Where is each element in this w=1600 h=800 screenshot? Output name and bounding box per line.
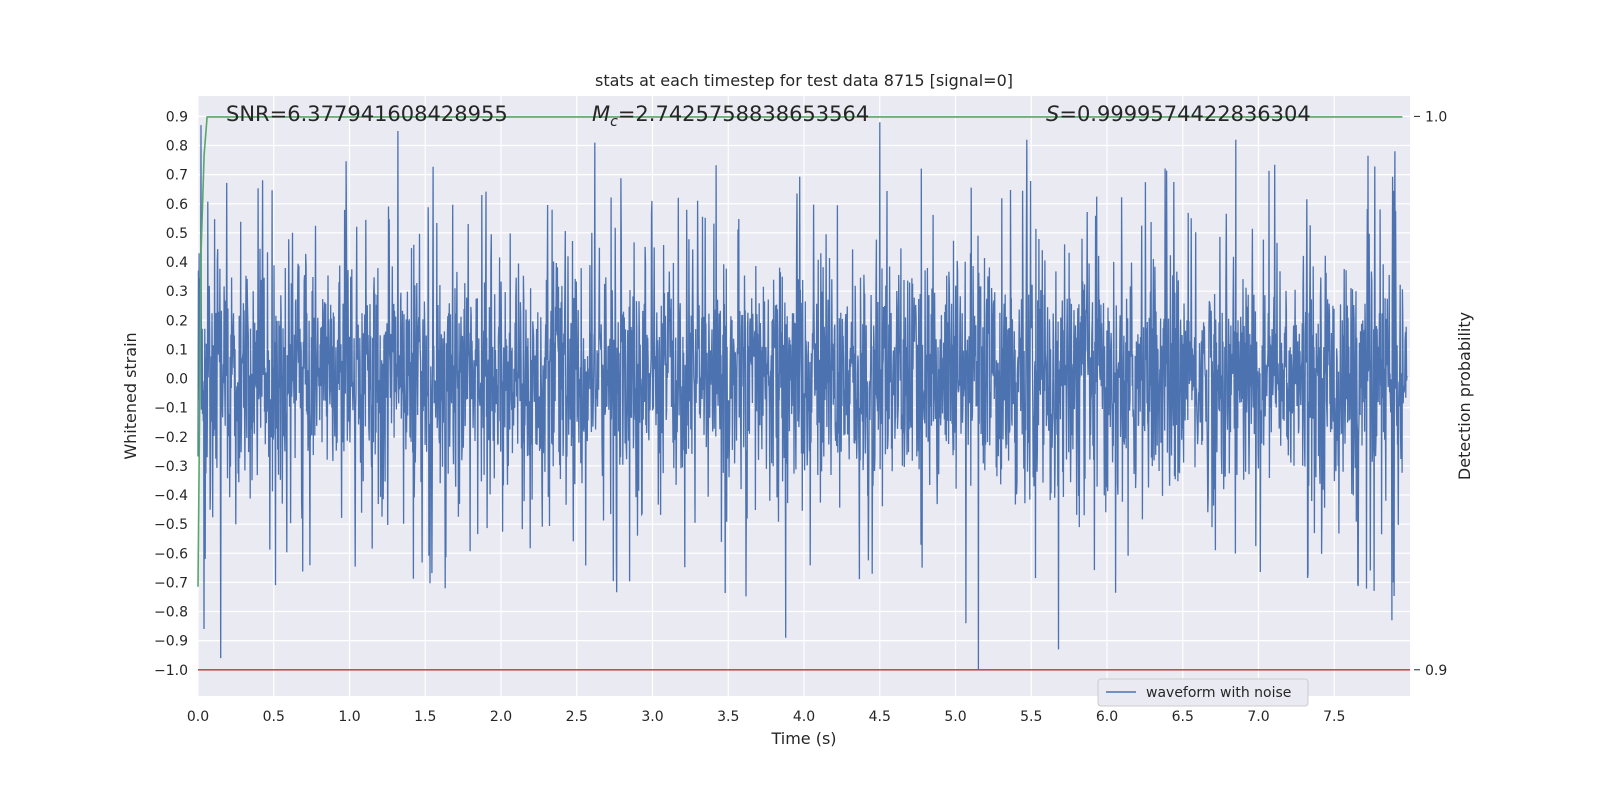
y-tick-label: −0.9 bbox=[154, 634, 188, 650]
x-tick-label: 1.0 bbox=[338, 709, 360, 725]
y-tick-label: −1.0 bbox=[154, 663, 188, 679]
x-tick-label: 0.5 bbox=[263, 709, 285, 725]
x-tick-label: 5.0 bbox=[944, 709, 966, 725]
x-tick-label: 4.0 bbox=[793, 709, 815, 725]
detection-statistic-annotation: S=0.9999574422836304 bbox=[1046, 102, 1311, 126]
y-tick-label: −0.3 bbox=[154, 459, 188, 475]
chirp-mass-value: =2.7425758838653564 bbox=[618, 102, 869, 126]
x-tick-label: 4.5 bbox=[869, 709, 891, 725]
detection-statistic-value: =0.9999574422836304 bbox=[1059, 102, 1310, 126]
x-tick-label: 6.5 bbox=[1172, 709, 1194, 725]
y2-tick-label: 0.9 bbox=[1425, 663, 1447, 679]
y-tick-label: 0.7 bbox=[166, 168, 188, 184]
y-tick-label: −0.5 bbox=[154, 517, 188, 533]
x-tick-label: 3.0 bbox=[641, 709, 663, 725]
y-tick-label: 0.0 bbox=[166, 372, 188, 388]
y2-tick-label: 1.0 bbox=[1425, 109, 1447, 125]
chirp-mass-symbol: M bbox=[592, 102, 610, 126]
legend-box bbox=[1097, 678, 1309, 707]
chart-title: stats at each timestep for test data 871… bbox=[595, 71, 1013, 90]
y-tick-label: 0.9 bbox=[166, 109, 188, 125]
y-tick-label: −0.2 bbox=[154, 430, 188, 446]
x-tick-label: 2.0 bbox=[490, 709, 512, 725]
x-tick-label: 6.0 bbox=[1096, 709, 1118, 725]
x-tick-label: 0.0 bbox=[187, 709, 209, 725]
y2-axis-label: Detection probability bbox=[1455, 312, 1474, 480]
x-tick-label: 7.5 bbox=[1323, 709, 1345, 725]
y-tick-label: 0.8 bbox=[166, 139, 188, 155]
y-tick-label: 0.1 bbox=[166, 342, 188, 358]
y-tick-label: −0.6 bbox=[154, 546, 188, 562]
x-tick-label: 3.5 bbox=[717, 709, 739, 725]
x-tick-label: 5.5 bbox=[1020, 709, 1042, 725]
y-tick-label: 0.5 bbox=[166, 226, 188, 242]
y-tick-label: 0.6 bbox=[166, 197, 188, 213]
legend-label-waveform: waveform with noise bbox=[1146, 685, 1291, 701]
y-tick-label: −0.7 bbox=[154, 575, 188, 591]
y-tick-label: −0.1 bbox=[154, 401, 188, 417]
x-tick-label: 1.5 bbox=[414, 709, 436, 725]
x-tick-label: 2.5 bbox=[566, 709, 588, 725]
y-tick-label: 0.4 bbox=[166, 255, 188, 271]
waveform-series bbox=[197, 122, 1408, 670]
series-layer bbox=[197, 116, 1410, 671]
detection-probability-series bbox=[197, 116, 1403, 587]
y-tick-label: 0.3 bbox=[166, 284, 188, 300]
x-tick-label: 7.0 bbox=[1247, 709, 1269, 725]
legend: waveform with noise bbox=[1097, 678, 1309, 707]
y-tick-label: −0.8 bbox=[154, 605, 188, 621]
y-tick-label: −0.4 bbox=[154, 488, 188, 504]
x-axis-label: Time (s) bbox=[770, 729, 836, 748]
y-axis-label: Whitened strain bbox=[121, 332, 140, 459]
chirp-mass-subscript: c bbox=[610, 114, 618, 130]
snr-annotation: SNR=6.377941608428955 bbox=[226, 102, 508, 126]
y-tick-label: 0.2 bbox=[166, 313, 188, 329]
detection-statistic-symbol: S bbox=[1046, 102, 1059, 126]
chirp-mass-annotation: Mc=2.7425758838653564 bbox=[592, 102, 869, 130]
axes: 0.0 0.5 1.0 1.5 2.0 2.5 3.0 3.5 4.0 4.5 5.0 5.5 6.0 6… bbox=[154, 109, 1447, 725]
